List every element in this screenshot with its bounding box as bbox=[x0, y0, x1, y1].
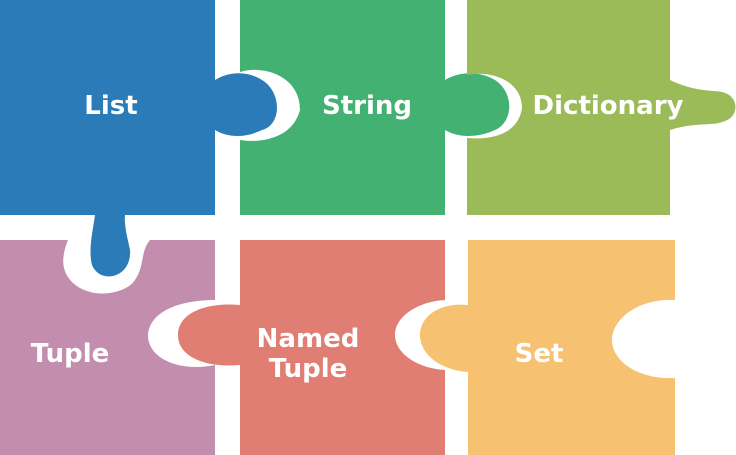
puzzle-piece-list bbox=[0, 0, 277, 277]
puzzle-piece-dictionary bbox=[467, 0, 736, 215]
puzzle-piece-tuple bbox=[0, 240, 215, 455]
puzzle-piece-string bbox=[240, 0, 510, 215]
puzzle-piece-named-tuple bbox=[178, 240, 445, 455]
label-tuple: Tuple bbox=[30, 339, 110, 369]
label-dictionary: Dictionary bbox=[532, 91, 684, 121]
puzzle-piece-set bbox=[420, 240, 675, 455]
label-string: String bbox=[321, 91, 413, 121]
label-named-tuple: Named Tuple bbox=[256, 324, 360, 384]
label-list: List bbox=[84, 91, 138, 121]
label-set: Set bbox=[514, 339, 564, 369]
